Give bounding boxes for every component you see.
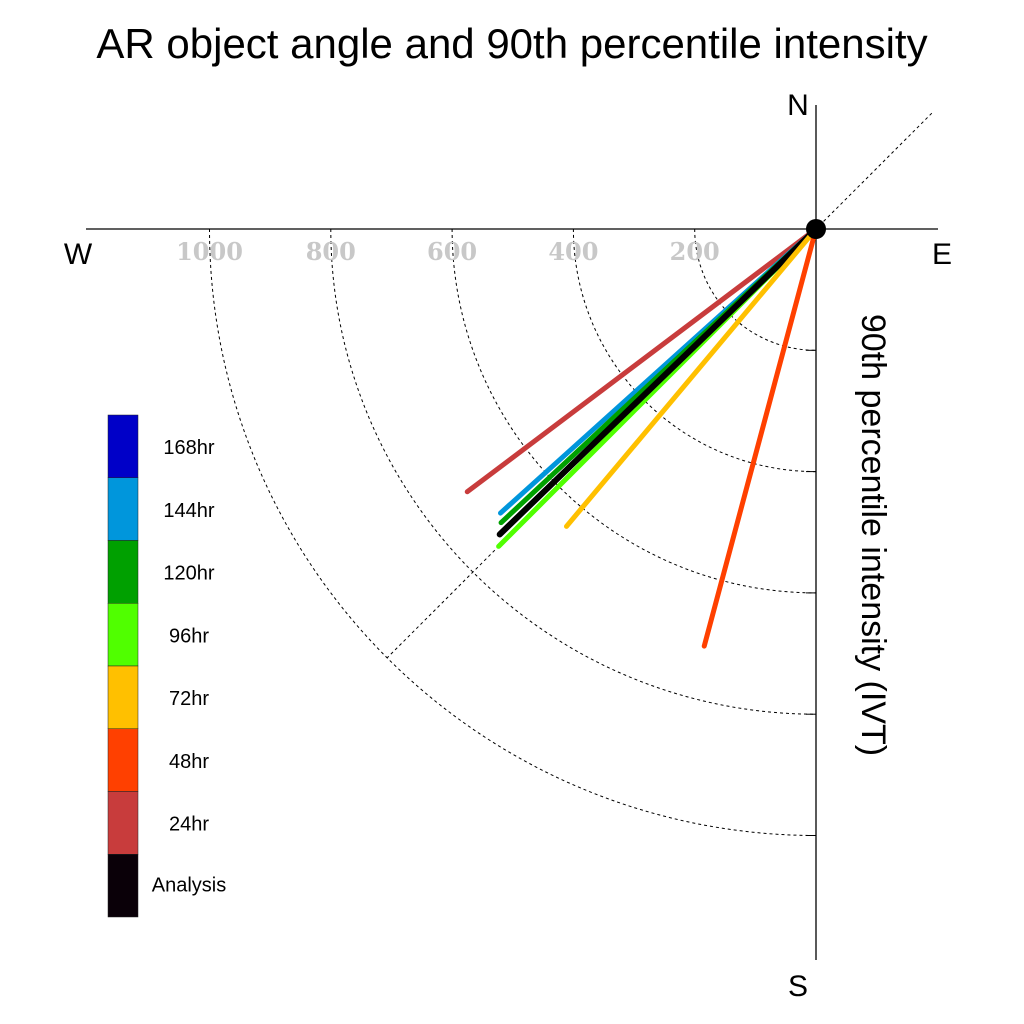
legend-swatch-48hr <box>107 728 139 792</box>
ring-600 <box>451 228 817 594</box>
y-axis-label: 90th percentile intensity (IVT) <box>854 314 892 756</box>
series-vectors <box>464 219 826 649</box>
compass-south-label: S <box>788 970 808 1003</box>
ring-label-400: 400 <box>548 237 598 266</box>
compass-north-label: N <box>787 89 809 122</box>
legend-swatch-168hr <box>107 414 139 478</box>
legend-label-120hr: 120hr <box>163 563 214 585</box>
legend-swatch-120hr <box>107 540 139 604</box>
legend-label-168hr: 168hr <box>163 437 214 459</box>
ring-label-1000: 1000 <box>176 237 243 266</box>
ring-200 <box>694 228 817 351</box>
legend-label-analysis: Analysis <box>152 874 226 896</box>
legend-swatch-144hr <box>107 477 139 541</box>
compass-axes <box>86 105 938 960</box>
legend-swatch-96hr <box>107 603 139 667</box>
polar-grid: 200 400 600 800 1000 <box>176 112 933 836</box>
ring-label-800: 800 <box>306 237 356 266</box>
legend-label-96hr: 96hr <box>169 625 209 647</box>
vector-24hr <box>464 226 819 495</box>
legend-swatch-72hr <box>107 665 139 729</box>
ring-label-600: 600 <box>427 237 477 266</box>
vector-48hr <box>701 226 819 649</box>
compass-west-label: W <box>64 238 93 271</box>
legend-label-48hr: 48hr <box>169 751 209 773</box>
legend-swatch-24hr <box>107 791 139 855</box>
ring-label-200: 200 <box>670 237 720 266</box>
legend: 168hr 144hr 120hr 96hr 72hr 48hr 24hr Analysis <box>107 414 226 918</box>
origin-marker <box>806 219 826 239</box>
legend-label-72hr: 72hr <box>169 688 209 710</box>
ring-400 <box>572 228 817 473</box>
compass-east-label: E <box>932 238 952 271</box>
chart-title: AR object angle and 90th percentile inte… <box>96 20 927 67</box>
vector-analysis <box>496 226 819 538</box>
legend-label-144hr: 144hr <box>163 500 214 522</box>
vector-72hr <box>563 226 819 529</box>
legend-swatch-analysis <box>107 854 139 918</box>
ring-800 <box>330 228 817 715</box>
legend-label-24hr: 24hr <box>169 814 209 836</box>
